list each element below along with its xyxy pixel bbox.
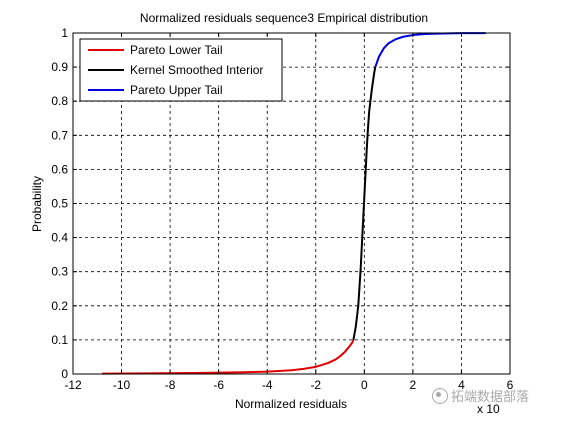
x-tick-label: 0 (361, 378, 368, 392)
x-tick-label: -8 (165, 378, 176, 392)
y-tick-label: 0.2 (51, 299, 68, 313)
y-tick-label: 1 (61, 26, 68, 40)
legend-label-pareto-upper-tail: Pareto Upper Tail (130, 83, 223, 97)
y-tick-label: 0.1 (51, 333, 68, 347)
ticks: -12 -10 -8 -6 -4 -2 0 2 4 6 0 0.1 0.2 0.3 0.4 0.5 0.6 0.7… (51, 26, 513, 392)
y-tick-label: 0.8 (51, 94, 68, 108)
series-line-kernel-smoothed-interior (352, 66, 377, 341)
x-tick-label: -12 (64, 378, 82, 392)
y-tick-label: 0.9 (51, 60, 68, 74)
y-tick-label: 0.6 (51, 162, 68, 176)
chart-title: Normalized residuals sequence3 Empirical… (140, 11, 428, 25)
legend-label-pareto-lower-tail: Pareto Lower Tail (130, 43, 223, 57)
x-tick-label: -2 (310, 378, 321, 392)
grid (73, 33, 510, 374)
legend: Pareto Lower Tail Kernel Smoothed Interio… (79, 38, 283, 102)
y-axis-label: Probability (30, 176, 44, 232)
y-tick-label: 0.5 (51, 197, 68, 211)
x-exponent-label: x 10 (477, 402, 500, 416)
x-axis-label: Normalized residuals (235, 397, 347, 411)
legend-label-kernel-smoothed-interior: Kernel Smoothed Interior (130, 63, 263, 77)
y-tick-label: 0.3 (51, 265, 68, 279)
y-tick-label: 0 (61, 367, 68, 381)
x-tick-label: 6 (507, 378, 514, 392)
y-tick-label: 0.7 (51, 128, 68, 142)
x-tick-label: -10 (113, 378, 131, 392)
x-tick-label: 4 (458, 378, 465, 392)
x-tick-label: -6 (213, 378, 224, 392)
x-tick-label: 2 (410, 378, 417, 392)
series-line-pareto-lower-tail (102, 339, 355, 375)
y-tick-label: 0.4 (51, 231, 68, 245)
x-tick-label: -4 (262, 378, 273, 392)
